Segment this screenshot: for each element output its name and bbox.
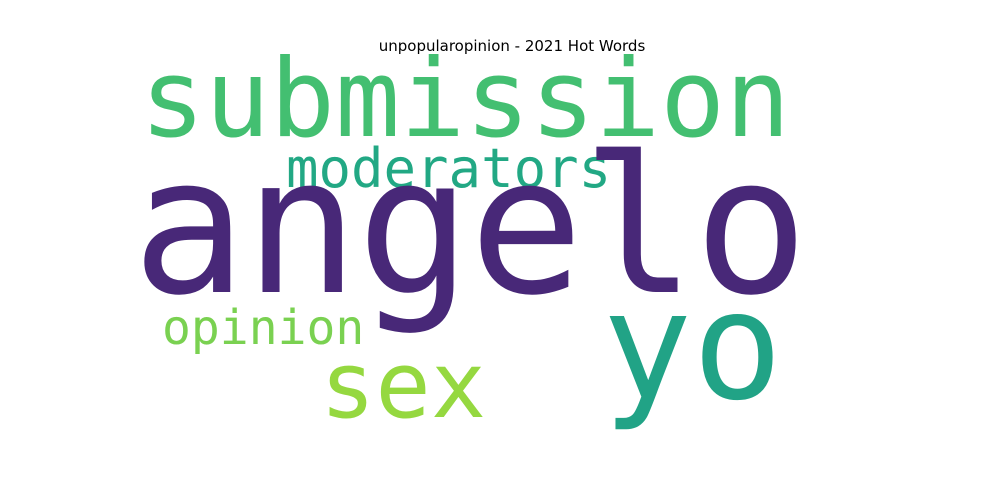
word-submission: submission: [140, 37, 791, 162]
chart-title: unpopularopinion - 2021 Hot Words: [378, 37, 646, 55]
word-cloud: submission moderators angelo opinion sex…: [132, 46, 890, 445]
word-sex: sex: [320, 332, 487, 439]
word-moderators: moderators: [286, 137, 612, 200]
word-yo: yo: [602, 260, 783, 434]
word-angelo: angelo: [132, 116, 808, 337]
word-opinion: opinion: [162, 300, 365, 356]
